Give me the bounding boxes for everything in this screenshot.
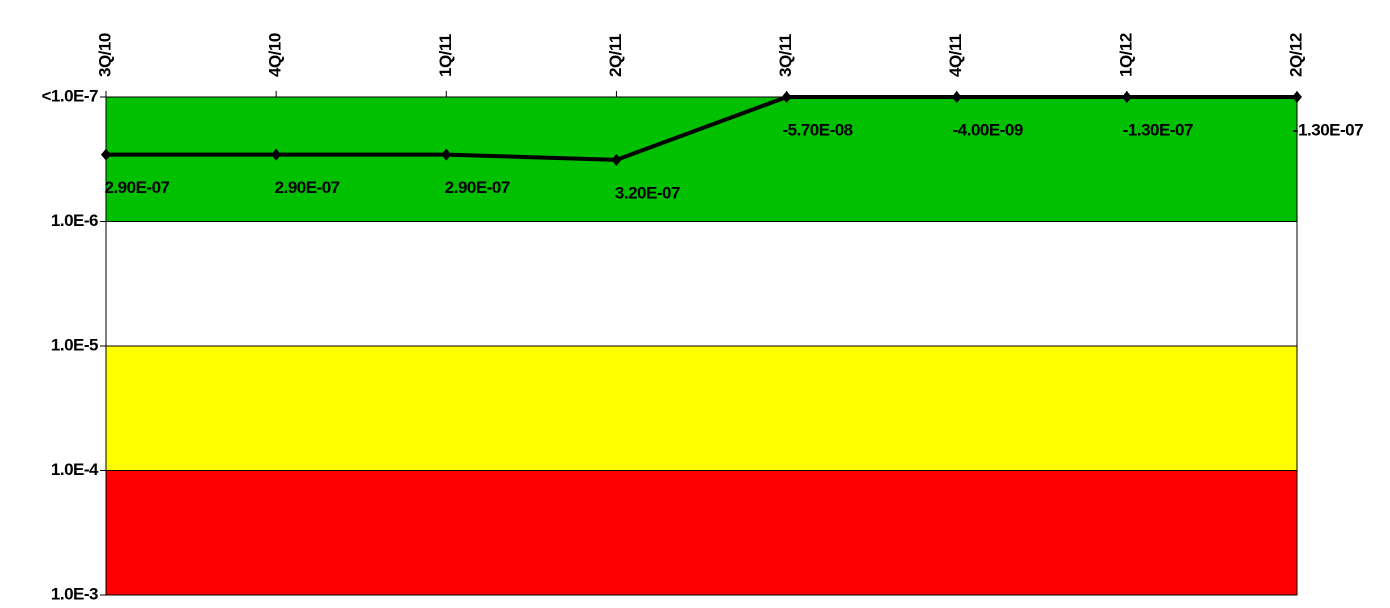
- point: [781, 91, 792, 103]
- data-label: 3.20E-07: [615, 183, 680, 202]
- x-tick-label: 3Q/11: [776, 34, 795, 77]
- x-tick-label: 1Q/12: [1116, 33, 1135, 77]
- x-tick-label: 4Q/10: [266, 33, 285, 77]
- bands: [105, 96, 1298, 596]
- band: [105, 221, 1298, 347]
- x-tick-label: 3Q/10: [95, 33, 114, 77]
- x-tick-label: 2Q/12: [1286, 33, 1305, 77]
- band: [105, 470, 1298, 596]
- y-tick-label: <1.0E-7: [41, 86, 98, 105]
- data-label: -5.70E-08: [782, 120, 852, 139]
- y-tick-label: 1.0E-3: [51, 584, 98, 603]
- axes: <1.0E-7 1.0E-6 1.0E-5 1.0E-4 1.0E-3 3Q/10 4Q/1…: [41, 33, 1305, 603]
- y-tick-label: 1.0E-6: [51, 211, 98, 230]
- band: [105, 96, 1298, 222]
- x-tick-label: 2Q/11: [606, 34, 625, 77]
- data-label: -4.00E-09: [953, 120, 1023, 139]
- point: [101, 148, 111, 161]
- line: [106, 95, 1297, 162]
- y-tick-label: 1.0E-5: [51, 335, 98, 354]
- point: [441, 148, 452, 161]
- band: [105, 345, 1298, 471]
- data-label: -1.30E-07: [1293, 120, 1363, 139]
- x-tick-label: 4Q/11: [946, 34, 965, 77]
- point: [611, 153, 622, 166]
- point: [271, 148, 282, 161]
- point: [1121, 91, 1132, 103]
- data-label: -1.30E-07: [1123, 120, 1193, 139]
- point: [951, 91, 962, 103]
- x-tick-label: 1Q/11: [436, 34, 455, 77]
- point: [1292, 91, 1302, 103]
- y-tick-label: 1.0E-4: [51, 460, 99, 479]
- data-label: 2.90E-07: [105, 178, 170, 197]
- marks: 2.90E-07 2.90E-07 2.90E-07 3.20E-07 -5.70E-0…: [101, 91, 1364, 202]
- data-label: 2.90E-07: [275, 178, 340, 197]
- data-label: 2.90E-07: [445, 178, 510, 197]
